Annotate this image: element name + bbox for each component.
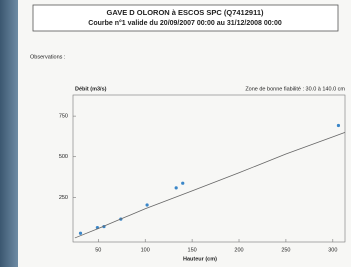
y-tick-label: 250: [59, 195, 68, 201]
data-point: [79, 232, 82, 235]
data-point: [181, 182, 184, 185]
chart: GAVE D OLORON à ESCOS SPC (Q7412911) Cou…: [0, 0, 351, 267]
x-tick-label: 100: [141, 247, 150, 253]
x-axis-label: Hauteur (cm): [183, 256, 217, 262]
x-tick-label: 150: [188, 247, 197, 253]
chart-title: GAVE D OLORON à ESCOS SPC (Q7412911): [107, 8, 264, 17]
data-point: [337, 124, 340, 127]
x-tick-label: 300: [328, 247, 337, 253]
page: GAVE D OLORON à ESCOS SPC (Q7412911) Cou…: [0, 0, 351, 267]
y-tick-label: 750: [59, 114, 68, 120]
data-point: [145, 203, 148, 206]
x-tick-label: 50: [95, 247, 101, 253]
y-axis-label: Débit (m3/s): [75, 86, 107, 92]
y-tick-label: 500: [59, 154, 68, 160]
section-label: Observations :: [30, 54, 66, 60]
paper: [18, 0, 351, 267]
data-point: [175, 186, 178, 189]
x-tick-label: 200: [234, 247, 243, 253]
annotation: Zone de bonne fiabilité : 30.0 à 140.0 c…: [245, 86, 345, 92]
x-tick-label: 250: [281, 247, 290, 253]
chart-subtitle: Courbe n°1 valide du 20/09/2007 00:00 au…: [88, 19, 282, 27]
